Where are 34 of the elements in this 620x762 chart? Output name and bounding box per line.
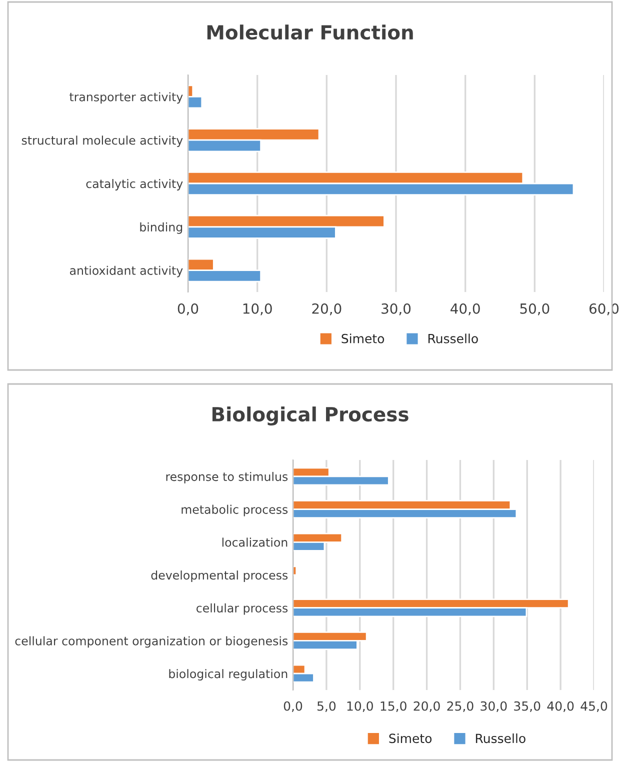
x-tick-label: 45,0: [580, 701, 608, 712]
x-tick-label: 20,0: [414, 701, 440, 712]
x-tick-label: 25,0: [447, 701, 474, 712]
y-tick-label: catalytic activity: [86, 179, 183, 190]
y-tick-label: binding: [140, 222, 182, 234]
y-tick-label: biological regulation: [169, 669, 288, 681]
chart-title: Molecular Function: [207, 24, 413, 40]
x-tick-label: 20,0: [312, 303, 342, 316]
legend-label: Simeto: [389, 733, 432, 744]
legend-label: Simeto: [342, 334, 384, 344]
y-tick-label: antioxidant activity: [70, 266, 183, 278]
x-tick-label: 40,0: [450, 303, 480, 316]
legend-label: Russello: [428, 334, 478, 344]
chart-title: Biological Process: [212, 406, 408, 426]
x-tick-label: 0,0: [178, 303, 198, 316]
x-tick-label: 5,0: [317, 701, 336, 712]
x-tick-label: 10,0: [243, 303, 272, 316]
y-tick-label: metabolic process: [182, 504, 288, 516]
y-tick-label: localization: [222, 538, 288, 547]
y-tick-label: transporter activity: [70, 92, 183, 104]
x-tick-label: 15,0: [380, 701, 406, 712]
x-tick-label: 0,0: [284, 701, 302, 712]
y-tick-label: cellular process: [196, 603, 288, 615]
x-tick-label: 10,0: [347, 701, 373, 712]
x-tick-label: 50,0: [520, 303, 550, 316]
x-tick-label: 30,0: [480, 701, 507, 712]
y-tick-label: structural molecule activity: [22, 136, 183, 148]
y-tick-label: developmental process: [151, 570, 288, 582]
y-tick-label: response to stimulus: [166, 472, 288, 484]
x-tick-label: 30,0: [382, 303, 411, 316]
x-tick-label: 35,0: [514, 701, 540, 712]
y-tick-label: cellular component organization or biogenesis: [15, 636, 288, 648]
x-tick-label: 40,0: [547, 701, 574, 712]
legend-label: Russello: [476, 733, 526, 744]
